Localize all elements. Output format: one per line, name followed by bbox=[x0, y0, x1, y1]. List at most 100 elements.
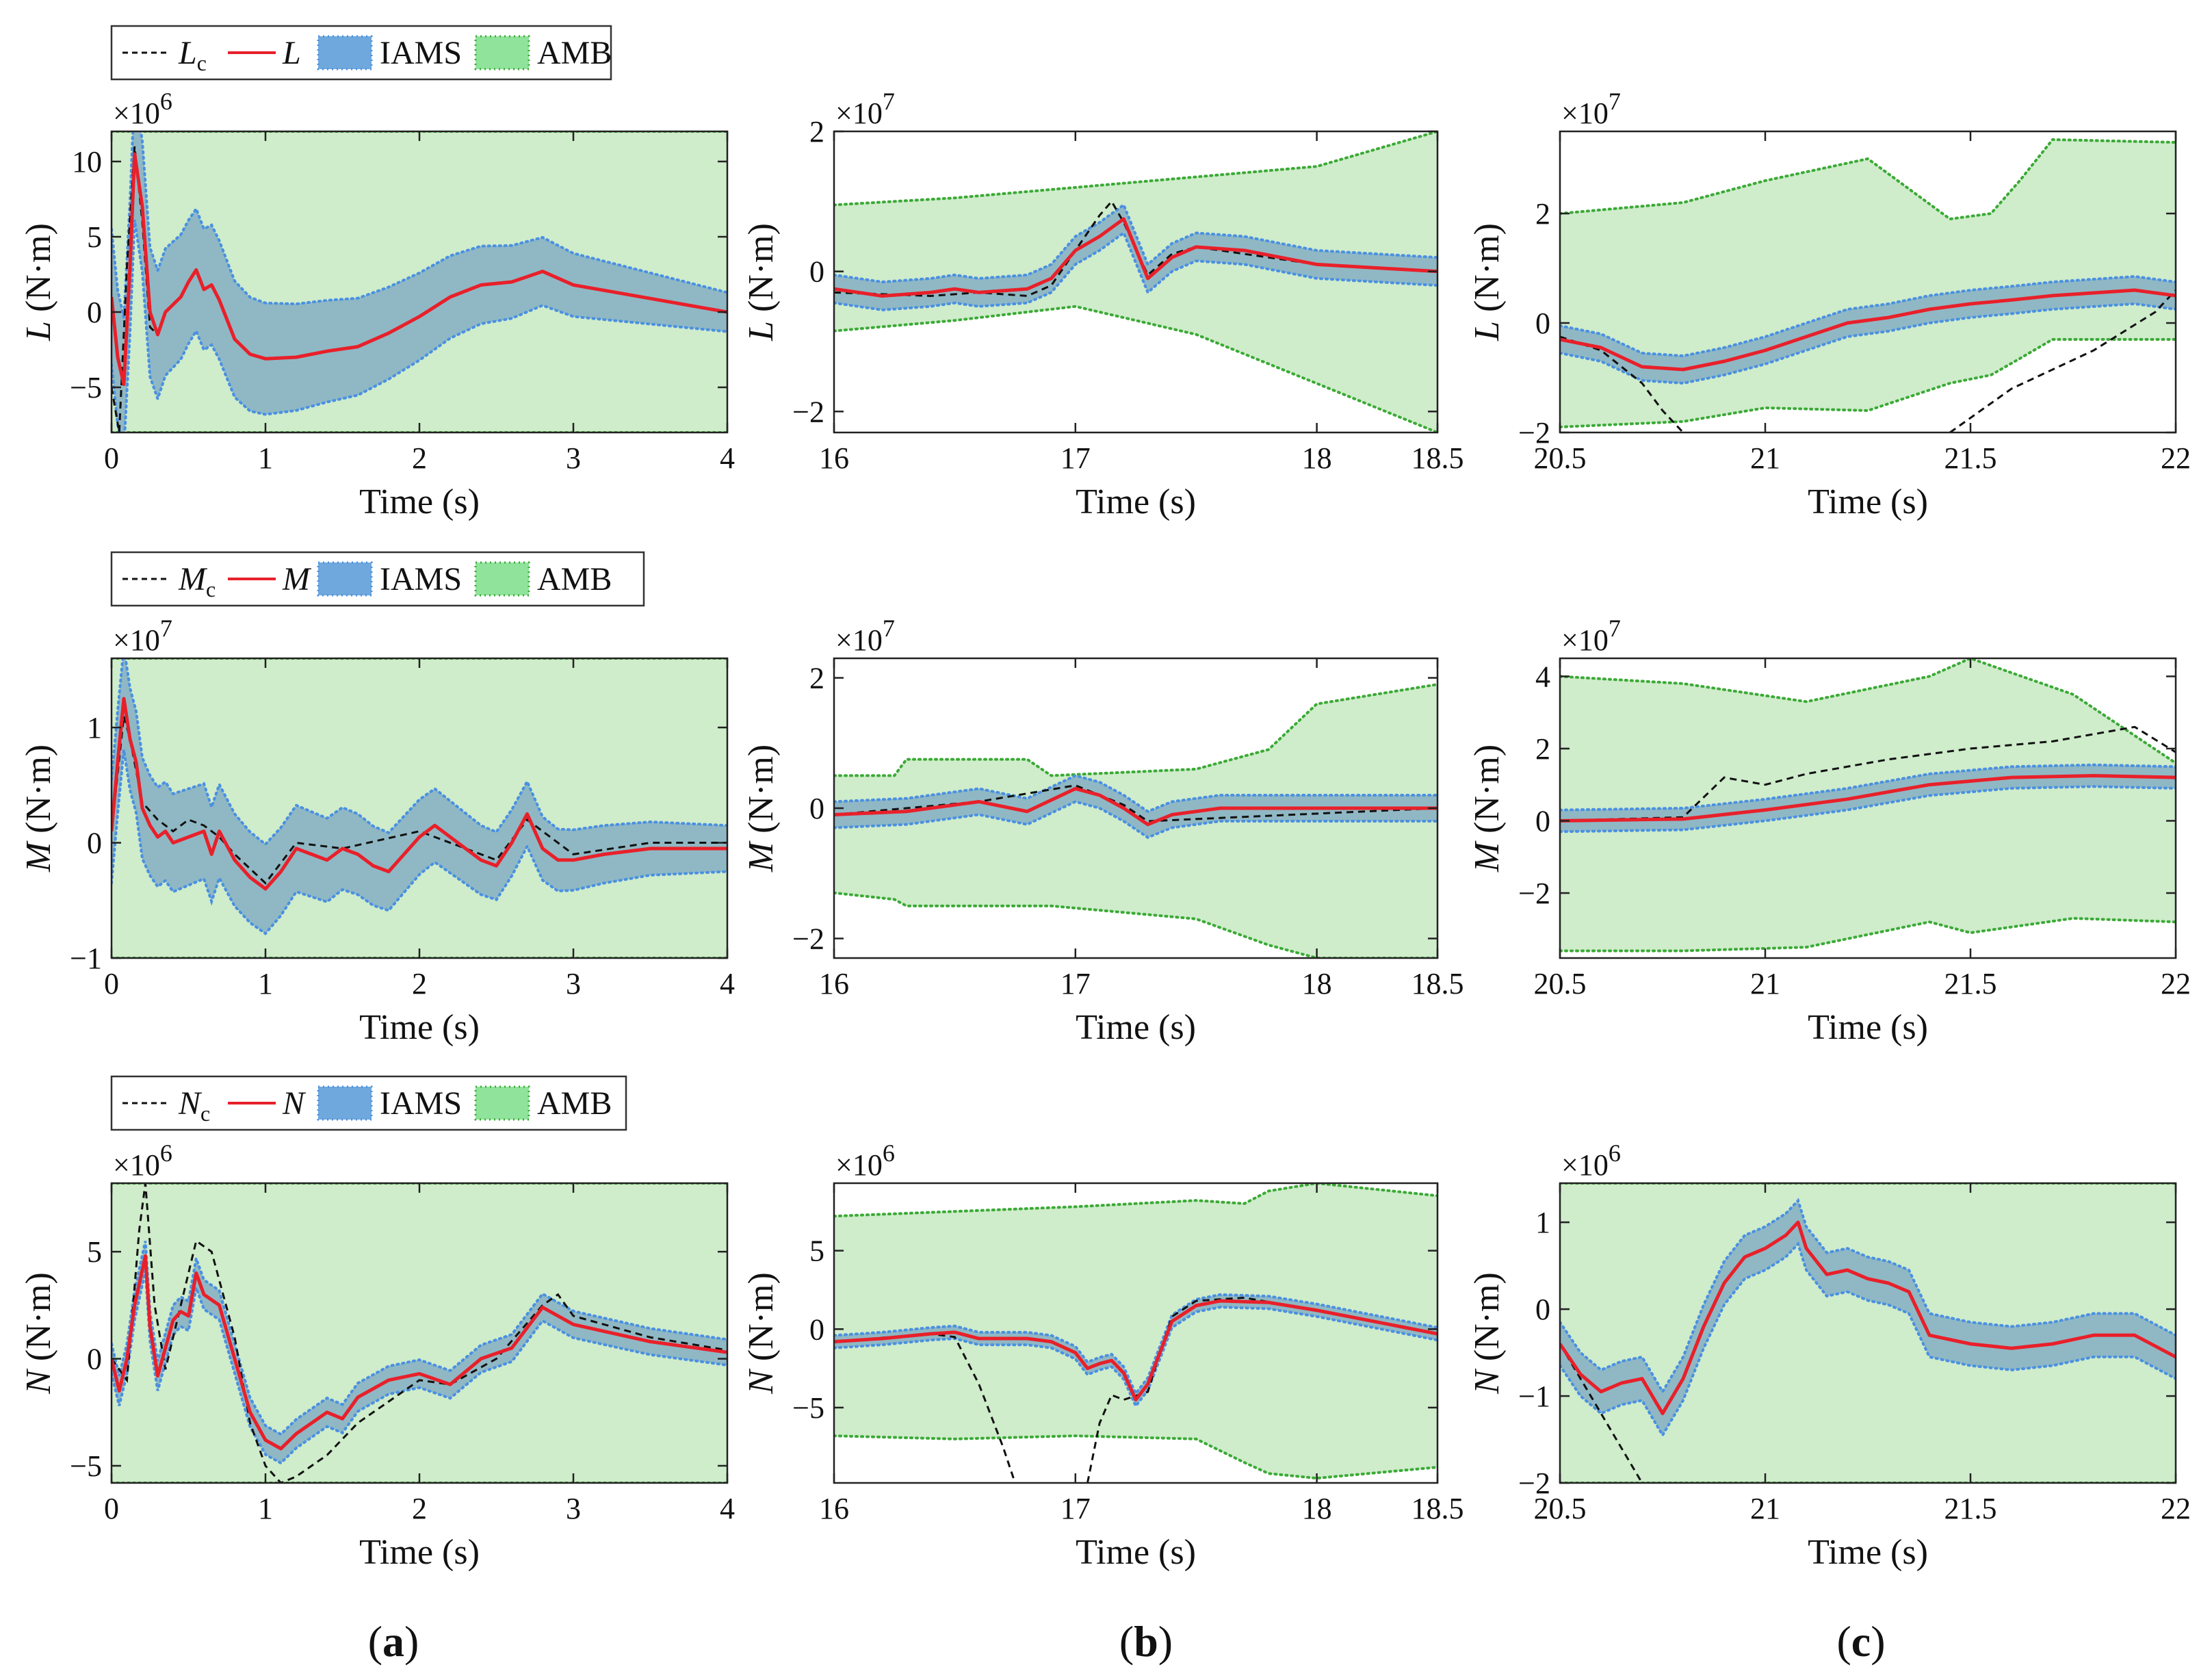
legend-command-label: Lc bbox=[178, 35, 207, 75]
iams-upper-bound bbox=[1560, 274, 2176, 358]
plot-area bbox=[834, 131, 1437, 432]
chart-N-b: 16 17 18 18.5 −5 0 5 ×106 Time (s) N (N·m) bbox=[742, 1139, 1464, 1572]
y-tick-label: 0 bbox=[1535, 1293, 1550, 1326]
x-tick-label: 16 bbox=[819, 441, 849, 475]
amb-upper-bound bbox=[834, 683, 1437, 777]
y-exponent: ×107 bbox=[1561, 88, 1621, 130]
x-tick-label: 0 bbox=[104, 441, 119, 475]
command-line bbox=[112, 1183, 727, 1483]
amb-lower-bound bbox=[834, 305, 1437, 432]
legend-amb-swatch bbox=[474, 561, 530, 597]
legend-amb-swatch bbox=[474, 35, 530, 70]
iams-lower-bound bbox=[1560, 302, 2176, 385]
legend-box bbox=[110, 551, 645, 607]
x-axis-label: Time (s) bbox=[1076, 1533, 1196, 1572]
axes-frame bbox=[833, 1182, 1439, 1484]
panel-labels: (a) (b) (c) bbox=[368, 1617, 1886, 1666]
x-tick-label: 3 bbox=[566, 967, 581, 1000]
legend-amb-label: AMB bbox=[537, 561, 612, 597]
chart-M-c: 20.5 21 21.5 22 −2 0 2 4 ×107 Time (s) M (N·m) bbox=[1468, 615, 2191, 1047]
y-tick-label: 4 bbox=[1535, 660, 1550, 693]
legend-iams-swatch bbox=[317, 1085, 373, 1121]
iams-band bbox=[834, 775, 1437, 838]
x-tick-label: 21 bbox=[1750, 441, 1780, 475]
estimate-line bbox=[1560, 288, 2176, 372]
legend-estimate-label: L bbox=[282, 35, 301, 71]
x-axis-label: Time (s) bbox=[359, 1533, 480, 1572]
x-axis-label: Time (s) bbox=[1808, 482, 1928, 521]
x-tick-label: 20.5 bbox=[1534, 1492, 1587, 1525]
x-tick-label: 22 bbox=[2161, 441, 2191, 475]
y-exponent: ×107 bbox=[835, 615, 895, 657]
panel-label-c: (c) bbox=[1836, 1617, 1885, 1666]
legend-estimate-label: M bbox=[282, 561, 312, 597]
iams-band bbox=[112, 658, 727, 934]
y-axis-label: M (N·m) bbox=[742, 745, 781, 873]
panel-label-a: (a) bbox=[368, 1617, 419, 1666]
iams-band bbox=[1560, 276, 2176, 383]
estimate-line bbox=[1560, 774, 2176, 823]
x-tick-label: 4 bbox=[720, 441, 735, 475]
x-tick-label: 18 bbox=[1302, 441, 1332, 475]
y-tick-label: 1 bbox=[1535, 1206, 1550, 1239]
y-tick-label: 0 bbox=[1535, 307, 1550, 340]
plot-area bbox=[112, 1183, 727, 1483]
chart-M-b: 16 17 18 18.5 −2 0 2 ×107 Time (s) M (N·m) bbox=[742, 615, 1464, 1047]
legend-iams-swatch bbox=[317, 561, 373, 597]
y-tick-label: 1 bbox=[87, 711, 102, 745]
legend-amb-label: AMB bbox=[537, 1085, 612, 1122]
x-tick-label: 21 bbox=[1750, 967, 1780, 1000]
x-tick-label: 20.5 bbox=[1534, 441, 1587, 475]
x-tick-label: 4 bbox=[720, 1492, 735, 1525]
chart-N-c: 20.5 21 21.5 22 −2 −1 0 1 ×106 Time (s) N (N·m) bbox=[1468, 1139, 2191, 1572]
x-tick-label: 18.5 bbox=[1411, 441, 1464, 475]
iams-upper-bound bbox=[112, 658, 727, 847]
y-tick-label: 5 bbox=[87, 220, 102, 254]
x-tick-label: 18 bbox=[1302, 967, 1332, 1000]
iams-upper-bound bbox=[1560, 763, 2176, 812]
x-tick-label: 1 bbox=[258, 441, 273, 475]
y-axis-label: N (N·m) bbox=[19, 1272, 58, 1395]
legend-command-label: Mc bbox=[178, 561, 216, 602]
iams-lower-bound bbox=[112, 220, 727, 432]
y-tick-label: 0 bbox=[87, 296, 102, 329]
x-axis-label: Time (s) bbox=[1076, 482, 1196, 521]
y-tick-label: 2 bbox=[1535, 197, 1550, 231]
legend-iams-swatch bbox=[317, 35, 373, 70]
y-tick-label: 2 bbox=[1535, 732, 1550, 766]
panel-label-b: (b) bbox=[1119, 1617, 1173, 1666]
y-tick-label: −2 bbox=[1518, 416, 1550, 450]
plot-area bbox=[1560, 658, 2176, 953]
plot-area bbox=[834, 683, 1437, 958]
y-tick-label: −5 bbox=[70, 1449, 102, 1483]
amb-band bbox=[834, 131, 1437, 432]
legend-amb-swatch bbox=[474, 1085, 530, 1121]
y-axis-label: M (N·m) bbox=[1468, 745, 1507, 873]
estimate-line bbox=[112, 152, 727, 387]
y-tick-label: −1 bbox=[1518, 1380, 1550, 1413]
legends: Lc L IAMS AMB Mc M IAMS AMB Nc N IAMS AMB bbox=[110, 25, 645, 1131]
chart-L-c: 20.5 21 21.5 22 −2 0 2 ×107 Time (s) L (N·m) bbox=[1468, 88, 2191, 521]
x-tick-label: 17 bbox=[1061, 967, 1091, 1000]
chart-L-b: 16 17 18 18.5 −2 0 2 ×107 Time (s) L (N·m) bbox=[742, 88, 1464, 521]
x-tick-label: 0 bbox=[104, 1492, 119, 1525]
x-tick-label: 2 bbox=[412, 441, 427, 475]
iams-upper-bound bbox=[112, 1241, 727, 1436]
legend-estimate-label: N bbox=[282, 1085, 307, 1122]
amb-lower-bound bbox=[834, 1434, 1437, 1480]
x-tick-label: 0 bbox=[104, 967, 119, 1000]
amb-lower-bound bbox=[1560, 338, 2176, 428]
y-tick-label: −5 bbox=[792, 1391, 824, 1425]
y-tick-label: 2 bbox=[809, 115, 824, 148]
axes-frame bbox=[1559, 1182, 2177, 1484]
y-exponent: ×106 bbox=[835, 1139, 895, 1182]
y-axis-label: L (N·m) bbox=[19, 223, 58, 341]
y-tick-label: −5 bbox=[70, 371, 102, 404]
axes-frame bbox=[833, 130, 1439, 434]
y-tick-label: 5 bbox=[809, 1235, 824, 1268]
y-tick-label: 10 bbox=[72, 145, 102, 179]
